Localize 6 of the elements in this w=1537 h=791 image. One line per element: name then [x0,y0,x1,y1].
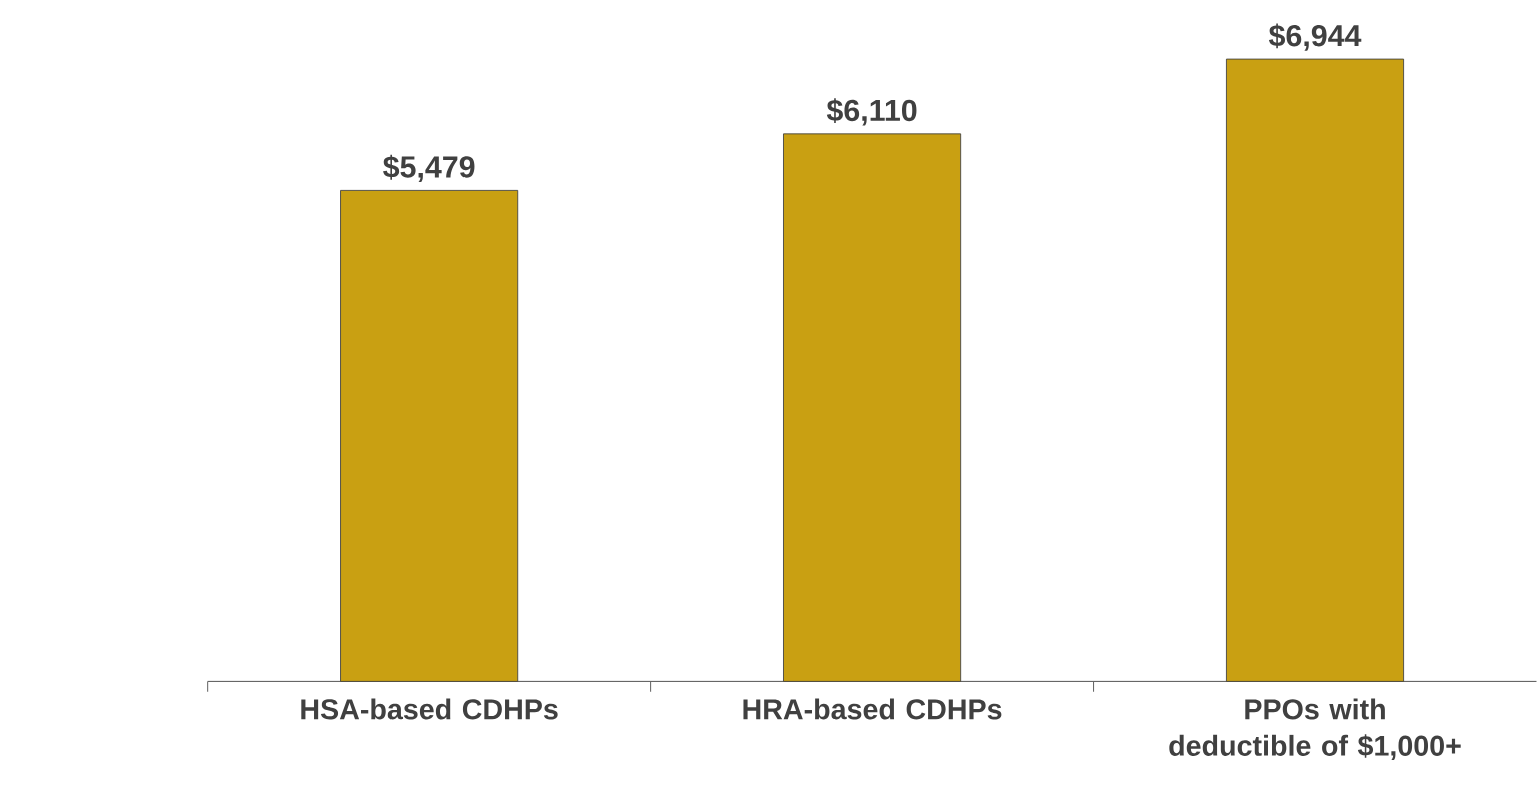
x-tick-label: HRA-based CDHPs [743,698,1002,720]
data-label: $5,479 [383,154,475,182]
data-label: $6,110 [826,98,917,126]
x-tick-label: HSA-based CDHPs [301,698,558,720]
x-tick-label: PPOs with deductible of $1,000+ [1169,698,1461,760]
data-label: $6,944 [1268,23,1362,51]
